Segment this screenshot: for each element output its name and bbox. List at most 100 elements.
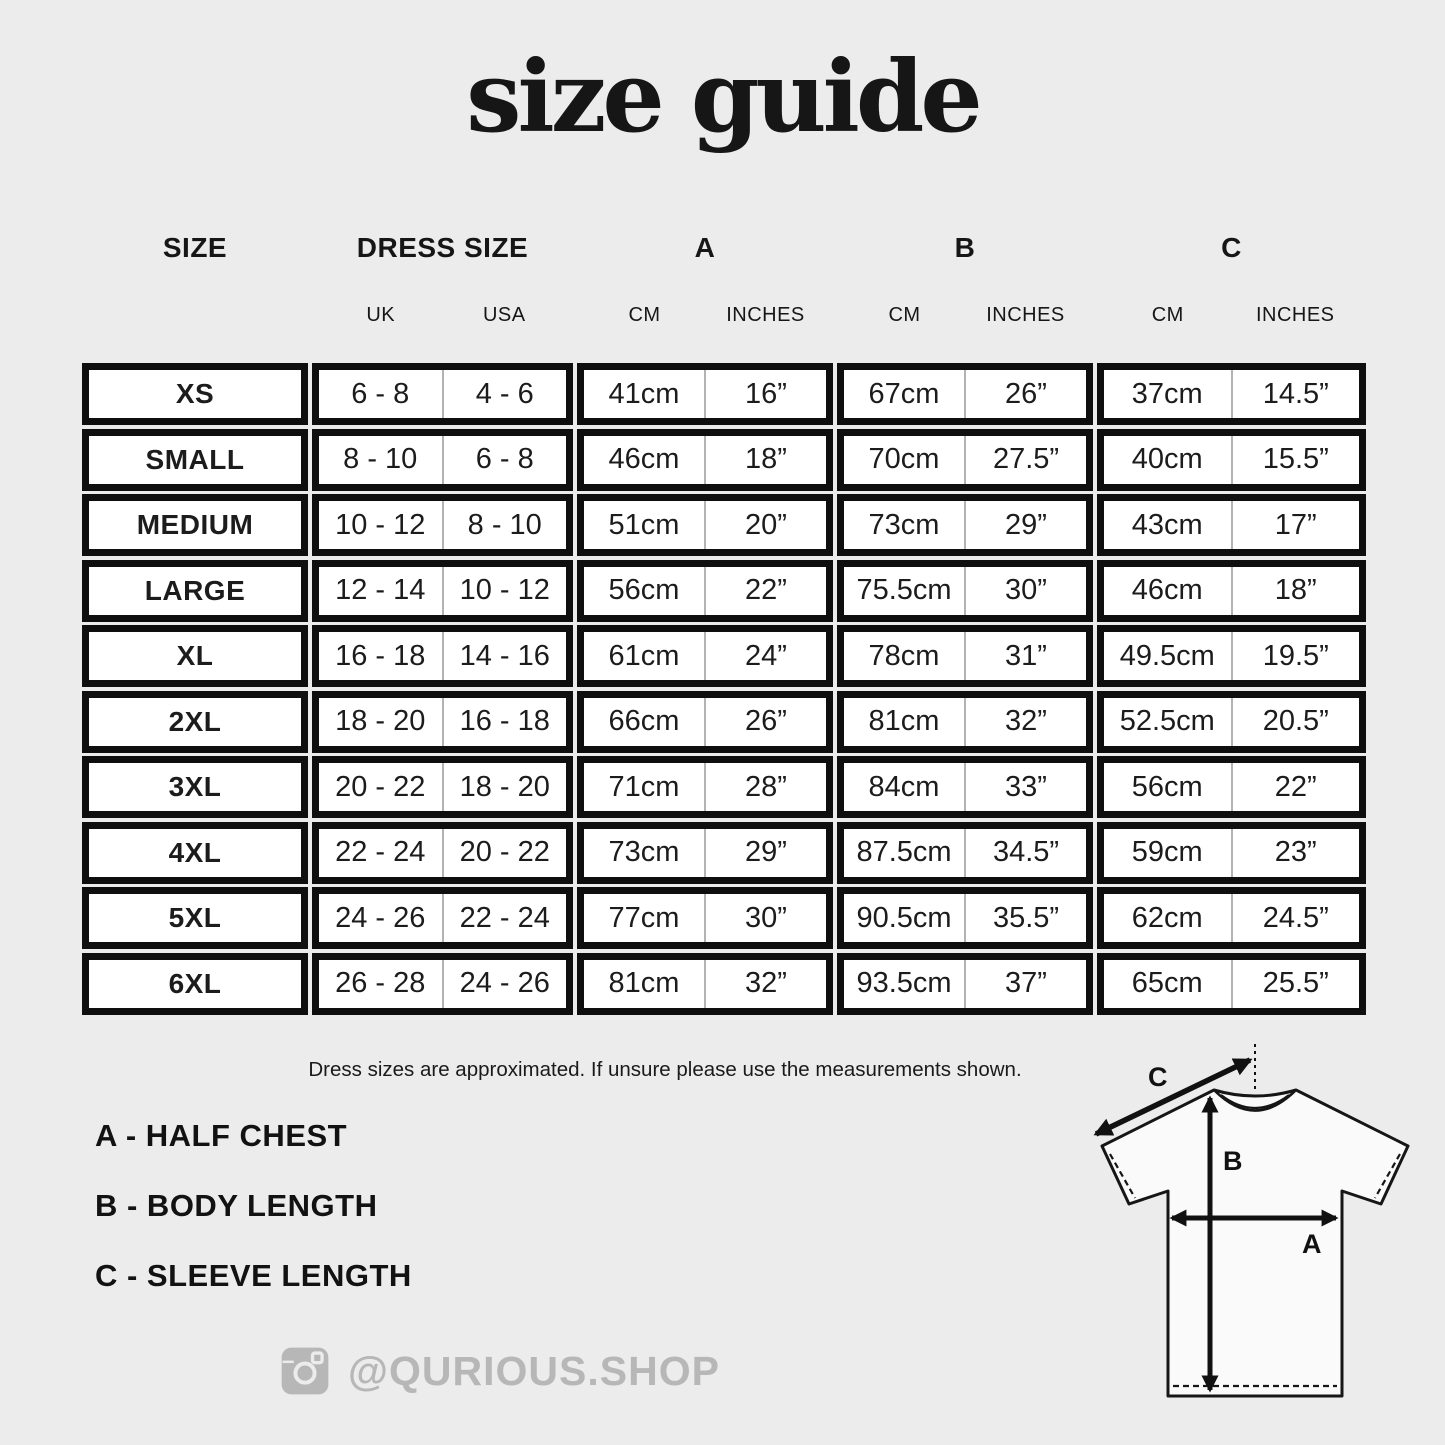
- cell-a-in: 30”: [704, 894, 826, 942]
- row-cell-group: 10 - 12 8 - 10: [312, 494, 573, 556]
- cell-b-cm: 84cm: [868, 770, 940, 803]
- row-cell-group: 3XL: [82, 756, 308, 818]
- row-cell-group: 59cm 23”: [1097, 821, 1366, 884]
- row-cell-group: 40cm 15.5”: [1097, 428, 1366, 491]
- row-cell-group: 77cm 30”: [577, 887, 833, 949]
- arrow-c-sleeve: [1093, 1057, 1253, 1137]
- instagram-handle: @QURIOUS.SHOP: [348, 1347, 720, 1394]
- row-cell-group: 2XL: [82, 690, 308, 753]
- social-row: @QURIOUS.SHOP: [0, 1346, 1000, 1396]
- cell-usa: 24 - 26: [441, 959, 567, 1008]
- cell-b-cm: 87.5cm: [856, 836, 952, 868]
- cell-b-in: 31”: [964, 632, 1086, 680]
- cell-uk: 24 - 26: [335, 901, 426, 934]
- cell-c-in: 22”: [1230, 763, 1360, 811]
- sub-header-empty: [89, 300, 301, 330]
- left-sleeve-dashed-seam: [1109, 1153, 1136, 1199]
- row-cell-group: 6XL: [82, 952, 308, 1015]
- cell-b-cm: 75.5cm: [856, 574, 952, 606]
- sub-header-a-cm: CM: [628, 303, 661, 326]
- cell-a-in: 18”: [704, 435, 826, 484]
- row-cell-group: 20 - 22 18 - 20: [312, 756, 573, 818]
- column-header-dress-size: DRESS SIZE: [356, 232, 529, 263]
- row-cell-group: 52.5cm 20.5”: [1097, 690, 1366, 753]
- row-cell-group: 49.5cm 19.5”: [1097, 625, 1366, 687]
- row-cell-group: XL: [82, 625, 308, 687]
- cell-uk: 22 - 24: [335, 836, 426, 868]
- cell-uk: 8 - 10: [343, 443, 418, 475]
- row-cell-group: 73cm 29”: [837, 494, 1093, 556]
- table-group-header-row: SIZE DRESS SIZE A B C: [82, 225, 1366, 269]
- size-table: SIZE DRESS SIZE A B C UK USA CM INCHES C…: [82, 225, 1366, 1015]
- cell-c-in: 17”: [1230, 501, 1360, 549]
- cell-a-cm: 66cm: [608, 705, 680, 737]
- row-cell-group: 62cm 24.5”: [1097, 887, 1366, 949]
- cell-c-cm: 46cm: [1131, 574, 1203, 606]
- row-cell-group: 51cm 20”: [577, 494, 833, 556]
- row-cell-group: LARGE: [82, 559, 308, 622]
- diagram-label-c: C: [1148, 1062, 1168, 1092]
- row-cell-group: 56cm 22”: [1097, 756, 1366, 818]
- cell-b-cm: 81cm: [868, 705, 940, 737]
- cell-usa: 22 - 24: [441, 894, 567, 942]
- cell-c-cm: 40cm: [1131, 443, 1203, 475]
- sub-header-uk: UK: [366, 303, 396, 326]
- cell-a-cm: 46cm: [608, 443, 680, 475]
- cell-usa: 16 - 18: [441, 697, 567, 746]
- cell-size: 3XL: [168, 771, 222, 802]
- row-cell-group: 41cm 16”: [577, 363, 833, 425]
- row-cell-group: 5XL: [82, 887, 308, 949]
- cell-usa: 14 - 16: [441, 632, 567, 680]
- column-header-c: C: [1221, 232, 1242, 263]
- sub-header-b-inches: INCHES: [986, 303, 1065, 326]
- cell-uk: 6 - 8: [351, 377, 410, 410]
- table-row: LARGE 12 - 14 10 - 12 56cm 22” 75.5cm 30” 46cm 1…: [82, 559, 1366, 622]
- cell-b-cm: 70cm: [868, 443, 940, 475]
- legend-item-c: C - SLEEVE LENGTH: [95, 1258, 412, 1293]
- measurement-legend: A - HALF CHEST B - BODY LENGTH C - SLEEV…: [95, 1118, 412, 1328]
- row-cell-group: 46cm 18”: [577, 428, 833, 491]
- cell-uk: 20 - 22: [335, 770, 426, 803]
- row-cell-group: 65cm 25.5”: [1097, 952, 1366, 1015]
- cell-a-cm: 73cm: [608, 836, 680, 868]
- row-cell-group: 78cm 31”: [837, 625, 1093, 687]
- cell-a-cm: 81cm: [608, 967, 680, 999]
- cell-c-in: 18”: [1230, 566, 1360, 615]
- cell-a-in: 28”: [704, 763, 826, 811]
- row-cell-group: 81cm 32”: [577, 952, 833, 1015]
- table-row: MEDIUM 10 - 12 8 - 10 51cm 20” 73cm 29” 43cm 17”: [82, 494, 1366, 556]
- row-cell-group: SMALL: [82, 428, 308, 491]
- cell-b-in: 32”: [964, 697, 1086, 746]
- cell-c-cm: 62cm: [1131, 901, 1203, 934]
- cell-size: 4XL: [168, 836, 222, 868]
- row-cell-group: 93.5cm 37”: [837, 952, 1093, 1015]
- sub-header-c-cm: CM: [1151, 303, 1184, 326]
- table-rows: XS 6 - 8 4 - 6 41cm 16” 67cm 26” 37cm 14.5” SMALL…: [82, 363, 1366, 1015]
- cell-c-cm: 37cm: [1131, 377, 1203, 410]
- cell-a-cm: 61cm: [608, 639, 680, 672]
- cell-c-in: 25.5”: [1230, 959, 1360, 1008]
- cell-b-in: 30”: [964, 566, 1086, 615]
- cell-uk: 10 - 12: [335, 508, 426, 541]
- table-row: 5XL 24 - 26 22 - 24 77cm 30” 90.5cm 35.5” 62cm 2…: [82, 887, 1366, 949]
- row-cell-group: 18 - 20 16 - 18: [312, 690, 573, 753]
- cell-usa: 4 - 6: [441, 370, 567, 418]
- legend-item-a: A - HALF CHEST: [95, 1118, 348, 1153]
- row-cell-group: 6 - 8 4 - 6: [312, 363, 573, 425]
- table-row: 2XL 18 - 20 16 - 18 66cm 26” 81cm 32” 52.5cm 20.…: [82, 690, 1366, 753]
- row-cell-group: 46cm 18”: [1097, 559, 1366, 622]
- cell-a-cm: 77cm: [608, 901, 680, 934]
- cell-size: 5XL: [168, 902, 222, 933]
- sub-header-a-inches: INCHES: [726, 303, 805, 326]
- row-cell-group: 56cm 22”: [577, 559, 833, 622]
- cell-size: 2XL: [168, 705, 222, 737]
- cell-uk: 18 - 20: [335, 705, 426, 737]
- cell-a-in: 22”: [704, 566, 826, 615]
- diagram-label-a: A: [1302, 1229, 1322, 1259]
- cell-b-in: 35.5”: [964, 894, 1086, 942]
- row-cell-group: 22 - 24 20 - 22: [312, 821, 573, 884]
- row-cell-group: 84cm 33”: [837, 756, 1093, 818]
- row-cell-group: 67cm 26”: [837, 363, 1093, 425]
- row-cell-group: 16 - 18 14 - 16: [312, 625, 573, 687]
